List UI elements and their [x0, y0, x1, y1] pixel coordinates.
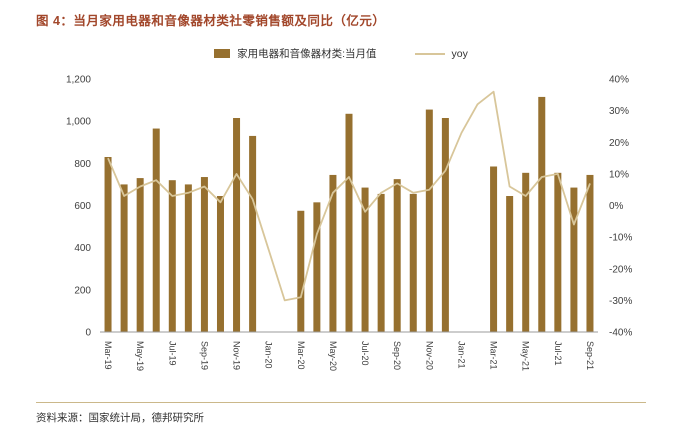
source-note: 资料来源：国家统计局，德邦研究所 — [36, 412, 204, 424]
legend-item-bar-series: 家用电器和音像器材类:当月值 — [214, 46, 377, 61]
svg-text:Jan-21: Jan-21 — [456, 341, 466, 369]
svg-text:Mar-19: Mar-19 — [103, 341, 113, 370]
line-series-label: yoy — [451, 47, 468, 60]
bar-series-swatch-icon — [214, 49, 231, 58]
svg-text:600: 600 — [74, 201, 91, 212]
page-title: 图 4：当月家用电器和音像器材类社零销售额及同比（亿元） — [36, 14, 386, 28]
svg-text:-40%: -40% — [609, 328, 632, 339]
footer-divider — [36, 402, 646, 403]
chart-footer: 资料来源：国家统计局，德邦研究所 — [36, 402, 646, 425]
svg-text:Nov-20: Nov-20 — [424, 341, 434, 370]
legend-item-line-series: yoy — [414, 47, 468, 60]
svg-text:40%: 40% — [609, 75, 629, 86]
svg-text:30%: 30% — [609, 106, 629, 117]
svg-text:800: 800 — [74, 159, 91, 170]
line-series-swatch-icon — [414, 52, 445, 55]
bar-series-label: 家用电器和音像器材类:当月值 — [237, 48, 377, 60]
svg-text:Nov-19: Nov-19 — [232, 341, 242, 370]
svg-text:Jul-21: Jul-21 — [553, 341, 563, 366]
svg-text:1,200: 1,200 — [66, 75, 91, 86]
svg-text:0: 0 — [85, 328, 91, 339]
svg-text:-10%: -10% — [609, 233, 632, 244]
svg-text:1,000: 1,000 — [66, 117, 91, 128]
svg-text:20%: 20% — [609, 138, 629, 149]
svg-text:Jul-19: Jul-19 — [167, 341, 177, 366]
svg-text:400: 400 — [74, 243, 91, 254]
svg-text:May-19: May-19 — [135, 341, 145, 371]
svg-text:May-21: May-21 — [521, 341, 531, 371]
svg-text:Sep-20: Sep-20 — [392, 341, 402, 370]
chart-legend: 家用电器和音像器材类:当月值 yoy — [0, 46, 682, 61]
svg-text:10%: 10% — [609, 169, 629, 180]
svg-text:Mar-21: Mar-21 — [489, 341, 499, 370]
svg-text:200: 200 — [74, 285, 91, 296]
svg-text:Sep-21: Sep-21 — [585, 341, 595, 370]
svg-text:Mar-20: Mar-20 — [296, 341, 306, 370]
chart-svg: 0 200 400 600 800 1,000 1,200 -40% -30% -20% -10% 0… — [66, 75, 632, 372]
svg-text:Jul-20: Jul-20 — [360, 341, 370, 366]
svg-text:-30%: -30% — [609, 296, 632, 307]
svg-text:0%: 0% — [609, 201, 624, 212]
svg-text:-20%: -20% — [609, 264, 632, 275]
svg-text:Sep-19: Sep-19 — [199, 341, 209, 370]
svg-text:May-20: May-20 — [328, 341, 338, 371]
svg-text:Jan-20: Jan-20 — [264, 341, 274, 369]
